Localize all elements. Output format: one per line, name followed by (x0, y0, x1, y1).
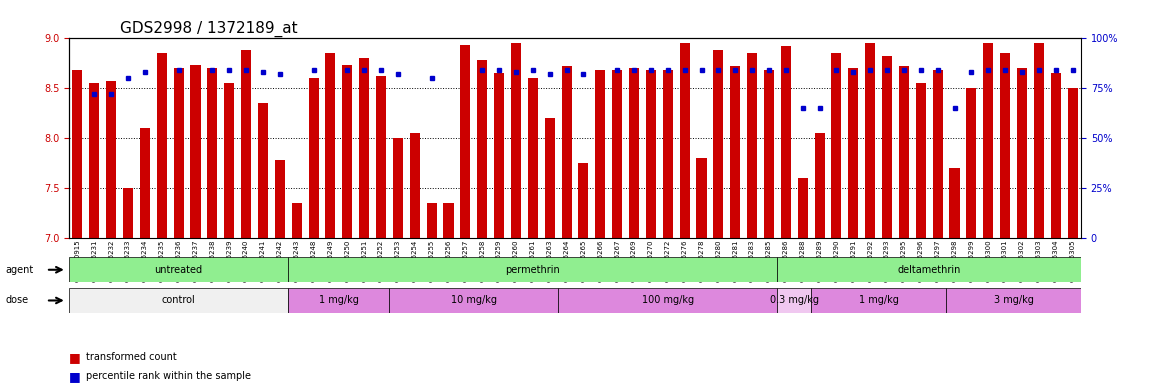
Text: GDS2998 / 1372189_at: GDS2998 / 1372189_at (120, 21, 297, 37)
Bar (292, 203, 301, 238)
Bar (174, 68, 184, 238)
Bar (899, 66, 909, 238)
Bar (662, 70, 673, 238)
Bar (578, 163, 589, 238)
Bar (646, 70, 656, 238)
Bar (242, 50, 251, 238)
Text: deltamethrin: deltamethrin (897, 265, 961, 275)
Bar (207, 68, 217, 238)
Text: 0.3 mg/kg: 0.3 mg/kg (769, 295, 819, 306)
Text: permethrin: permethrin (506, 265, 560, 275)
Bar (1017, 68, 1027, 238)
Bar (966, 88, 976, 238)
Bar (730, 66, 741, 238)
Bar (1051, 73, 1060, 238)
Bar (477, 60, 488, 238)
Bar (1000, 53, 1010, 238)
Bar (376, 76, 386, 238)
Bar (798, 178, 807, 238)
Bar (460, 45, 470, 238)
Bar (90, 83, 99, 238)
Text: ■: ■ (69, 351, 81, 364)
FancyBboxPatch shape (289, 288, 390, 313)
Text: 1 mg/kg: 1 mg/kg (859, 295, 898, 306)
Text: 3 mg/kg: 3 mg/kg (994, 295, 1034, 306)
Bar (427, 203, 437, 238)
Bar (191, 65, 200, 238)
Text: control: control (162, 295, 196, 306)
Bar (764, 70, 774, 238)
Text: ■: ■ (69, 370, 81, 383)
Bar (444, 203, 453, 238)
Text: 10 mg/kg: 10 mg/kg (451, 295, 497, 306)
FancyBboxPatch shape (558, 288, 777, 313)
Bar (950, 168, 959, 238)
Bar (258, 103, 268, 238)
Bar (545, 118, 554, 238)
Text: 100 mg/kg: 100 mg/kg (642, 295, 693, 306)
Bar (933, 70, 943, 238)
FancyBboxPatch shape (811, 288, 946, 313)
FancyBboxPatch shape (69, 288, 289, 313)
Bar (983, 43, 994, 238)
Bar (123, 188, 133, 238)
Text: transformed count: transformed count (86, 352, 177, 362)
Bar (1034, 43, 1044, 238)
Bar (596, 70, 605, 238)
Bar (359, 58, 369, 238)
Bar (814, 133, 825, 238)
Bar (865, 43, 875, 238)
Bar (713, 50, 723, 238)
Bar (697, 158, 706, 238)
FancyBboxPatch shape (289, 257, 777, 282)
Bar (106, 81, 116, 238)
Bar (915, 83, 926, 238)
Bar (680, 43, 690, 238)
FancyBboxPatch shape (777, 257, 1081, 282)
Bar (612, 70, 622, 238)
Bar (748, 53, 757, 238)
Bar (393, 138, 402, 238)
Bar (882, 56, 892, 238)
Text: agent: agent (6, 265, 34, 275)
Text: untreated: untreated (154, 265, 202, 275)
FancyBboxPatch shape (69, 257, 289, 282)
Bar (561, 66, 572, 238)
Text: dose: dose (6, 295, 29, 305)
Bar (308, 78, 319, 238)
Text: 1 mg/kg: 1 mg/kg (319, 295, 359, 306)
Bar (781, 46, 791, 238)
Bar (72, 70, 83, 238)
Bar (325, 53, 336, 238)
Bar (275, 160, 285, 238)
Bar (343, 65, 352, 238)
Bar (409, 133, 420, 238)
Bar (1067, 88, 1078, 238)
Bar (140, 128, 150, 238)
Bar (224, 83, 235, 238)
Bar (849, 68, 858, 238)
Text: percentile rank within the sample: percentile rank within the sample (86, 371, 251, 381)
Bar (511, 43, 521, 238)
FancyBboxPatch shape (777, 288, 811, 313)
FancyBboxPatch shape (946, 288, 1081, 313)
Bar (629, 68, 639, 238)
Bar (831, 53, 842, 238)
FancyBboxPatch shape (390, 288, 558, 313)
Bar (528, 78, 538, 238)
Bar (494, 73, 504, 238)
Bar (156, 53, 167, 238)
